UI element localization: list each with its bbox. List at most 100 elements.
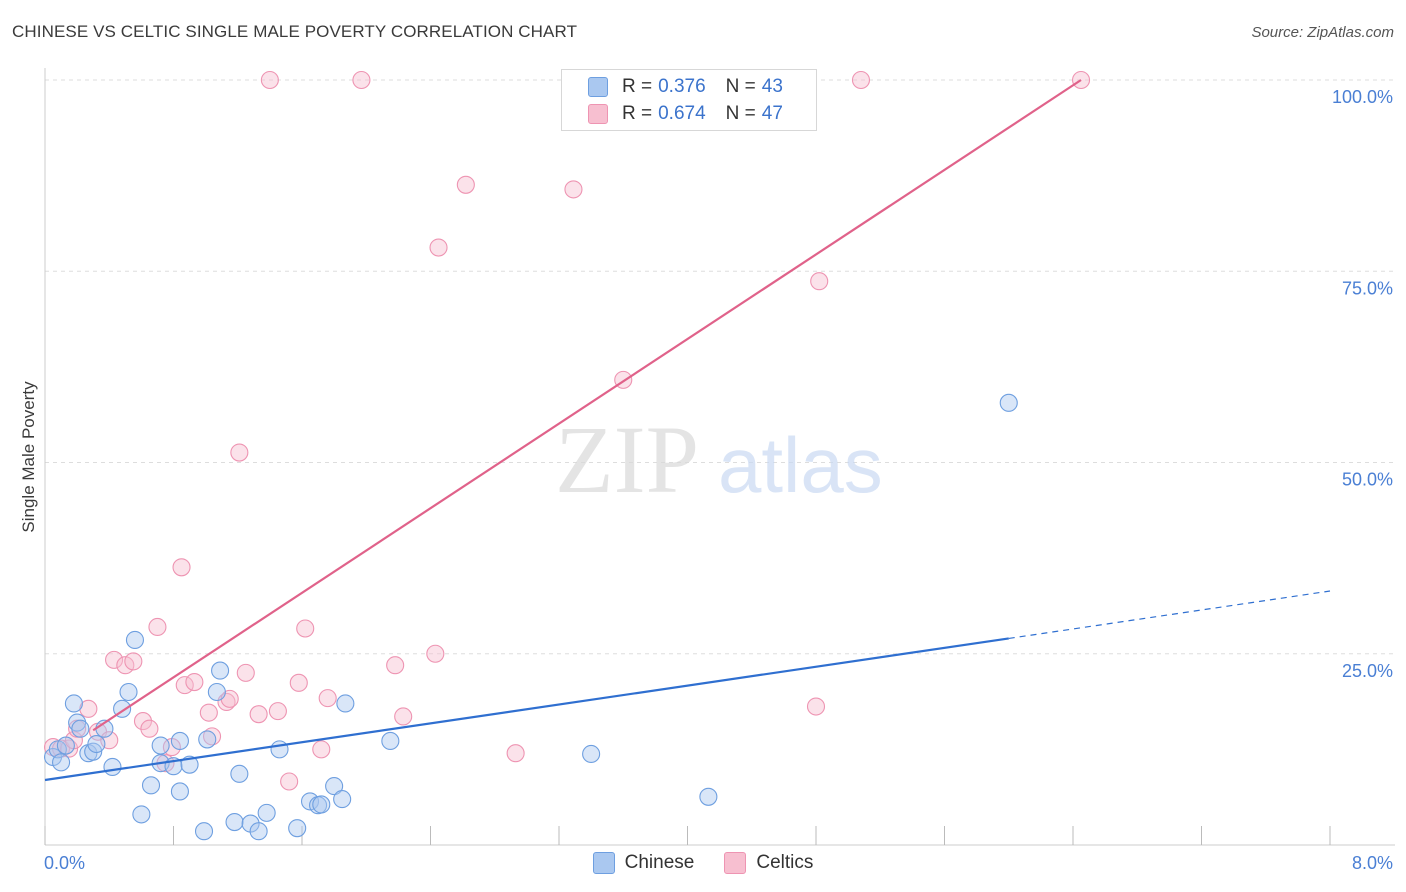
- chinese-point: [52, 753, 71, 772]
- chinese-point: [225, 812, 244, 832]
- r-value: 0.674: [658, 103, 706, 124]
- data-points: [43, 70, 1091, 841]
- chinese-point: [999, 393, 1018, 412]
- chinese-point: [325, 777, 344, 796]
- legend-item-chinese: Chinese: [592, 852, 695, 874]
- celtics-point: [289, 673, 308, 692]
- legend-row-celtics: R = 0.674 N = 47: [588, 101, 783, 127]
- r-label: R =: [622, 76, 653, 97]
- axes: [44, 68, 1395, 846]
- chinese-point: [132, 805, 151, 824]
- celtics-legend-swatch: [724, 852, 747, 874]
- n-label: N =: [725, 76, 756, 97]
- celtics-point: [296, 619, 315, 638]
- chart-title: CHINESE VS CELTIC SINGLE MALE POVERTY CO…: [12, 22, 578, 41]
- celtics-point: [140, 719, 159, 738]
- r-label: R =: [622, 103, 653, 124]
- chinese-point: [103, 757, 122, 777]
- celtics-point: [394, 707, 413, 726]
- celtics-point: [249, 705, 268, 724]
- series-legend: Chinese Celtics: [0, 852, 1406, 874]
- chinese-legend-label: Chinese: [624, 852, 695, 873]
- celtics-point: [260, 70, 279, 90]
- celtics-point: [429, 238, 448, 257]
- legend-item-celtics: Celtics: [724, 852, 813, 874]
- chinese-point: [125, 630, 144, 650]
- chinese-point: [151, 736, 170, 755]
- correlation-legend: R = 0.376 N = 43 R = 0.674 N = 47: [561, 69, 817, 131]
- celtics-trend-line: [92, 79, 1082, 732]
- celtics-point: [806, 697, 826, 716]
- chinese-point: [230, 764, 249, 783]
- y-tick-label: 100.0%: [1332, 87, 1393, 107]
- celtics-point: [124, 652, 143, 671]
- trend-lines: [44, 79, 1331, 782]
- chinese-point: [211, 661, 230, 680]
- celtics-point: [148, 617, 167, 637]
- chinese-point: [141, 776, 161, 795]
- celtics-point: [456, 175, 475, 194]
- celtics-point: [175, 676, 194, 695]
- legend-row-chinese: R = 0.376 N = 43: [588, 74, 783, 100]
- n-label: N =: [725, 103, 756, 124]
- celtics-point: [318, 689, 337, 708]
- celtics-point: [203, 727, 222, 746]
- celtics-point: [564, 180, 583, 199]
- y-axis-label: Single Male Poverty: [19, 381, 38, 533]
- chinese-point: [194, 822, 214, 841]
- celtics-point: [105, 650, 124, 669]
- tick-labels: 25.0% 50.0% 75.0% 100.0% 0.0% 8.0%: [44, 87, 1393, 873]
- celtics-point: [851, 70, 871, 90]
- celtics-legend-label: Celtics: [756, 852, 814, 873]
- chinese-swatch: [588, 77, 608, 97]
- y-tick-label: 75.0%: [1342, 278, 1393, 298]
- chinese-point: [198, 730, 217, 749]
- x-tick-label: 8.0%: [1352, 853, 1393, 873]
- chinese-point: [64, 694, 83, 713]
- celtics-point: [312, 740, 331, 759]
- y-tick-label: 25.0%: [1342, 661, 1393, 681]
- celtics-point: [133, 712, 153, 731]
- celtics-point: [172, 558, 191, 577]
- celtics-point: [280, 772, 299, 791]
- n-value: 43: [761, 76, 783, 97]
- chinese-point: [71, 719, 90, 738]
- chinese-point: [582, 744, 601, 764]
- celtics-point: [810, 272, 829, 291]
- chinese-point: [270, 740, 289, 759]
- celtics-point: [506, 744, 525, 763]
- chinese-point: [207, 682, 226, 702]
- chinese-point: [257, 803, 276, 822]
- chinese-point: [119, 682, 138, 702]
- celtics-point: [236, 663, 255, 682]
- watermark-zip: ZIP: [555, 406, 699, 513]
- chinese-point: [170, 782, 189, 801]
- chinese-trend-extension: [1008, 590, 1331, 640]
- celtics-point: [199, 703, 218, 722]
- chinese-legend-swatch: [592, 852, 615, 874]
- chinese-point: [333, 790, 352, 809]
- celtics-swatch: [588, 104, 608, 124]
- grid-lines: [45, 79, 1395, 655]
- chinese-point: [312, 795, 331, 814]
- celtics-point: [185, 673, 204, 692]
- r-value: 0.376: [658, 76, 706, 97]
- celtics-point: [268, 702, 287, 721]
- y-tick-label: 50.0%: [1342, 470, 1393, 490]
- celtics-point: [426, 644, 445, 663]
- watermark-atlas: atlas: [718, 421, 883, 509]
- source-credit: Source: ZipAtlas.com: [1251, 24, 1394, 41]
- x-tick-label: 0.0%: [44, 853, 85, 873]
- chinese-point: [699, 787, 718, 806]
- chinese-trend-line: [44, 637, 1009, 782]
- chinese-point: [170, 731, 189, 751]
- chinese-point: [87, 734, 106, 754]
- celtics-point: [217, 692, 236, 711]
- n-value: 47: [761, 103, 783, 124]
- celtics-point: [230, 443, 249, 462]
- chinese-point: [56, 736, 75, 755]
- chinese-point: [336, 694, 355, 713]
- celtics-point: [386, 656, 405, 675]
- chinese-point: [288, 819, 307, 838]
